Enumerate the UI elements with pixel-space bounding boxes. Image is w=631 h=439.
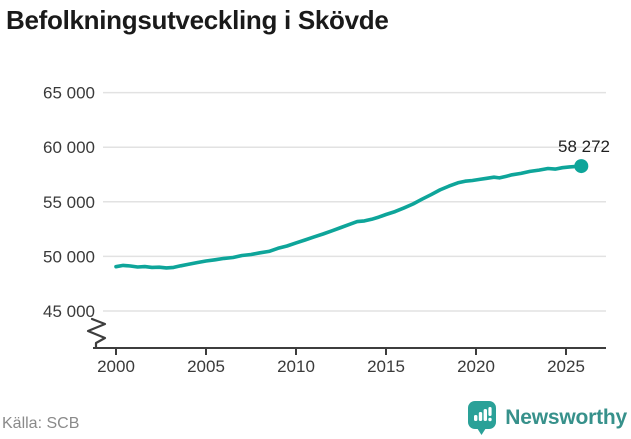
newsworthy-chart-speech-bubble-icon — [468, 401, 497, 435]
y-tick-label: 65 000 — [43, 84, 95, 103]
page-title: Befolkningsutveckling i Skövde — [6, 5, 389, 35]
x-tick-label: 2025 — [547, 357, 585, 376]
y-tick-label: 55 000 — [43, 193, 95, 212]
newsworthy-wordmark: Newsworthy — [505, 405, 627, 429]
x-tick-label: 2020 — [457, 357, 495, 376]
end-point-marker — [574, 159, 589, 174]
population-line — [114, 164, 584, 270]
x-tick-label: 2010 — [277, 357, 315, 376]
y-tick-label: 60 000 — [43, 138, 95, 157]
y-tick-label: 45 000 — [43, 302, 95, 321]
x-tick-label: 2000 — [97, 357, 135, 376]
axis-break-icon — [86, 317, 107, 349]
x-tick-label: 2015 — [367, 357, 405, 376]
y-tick-label: 50 000 — [43, 247, 95, 266]
x-tick-label: 2005 — [187, 357, 225, 376]
end-value-label: 58 272 — [558, 137, 610, 156]
source-attribution: Källa: SCB — [2, 415, 80, 432]
newsworthy-logo[interactable]: Newsworthy — [467, 400, 627, 435]
